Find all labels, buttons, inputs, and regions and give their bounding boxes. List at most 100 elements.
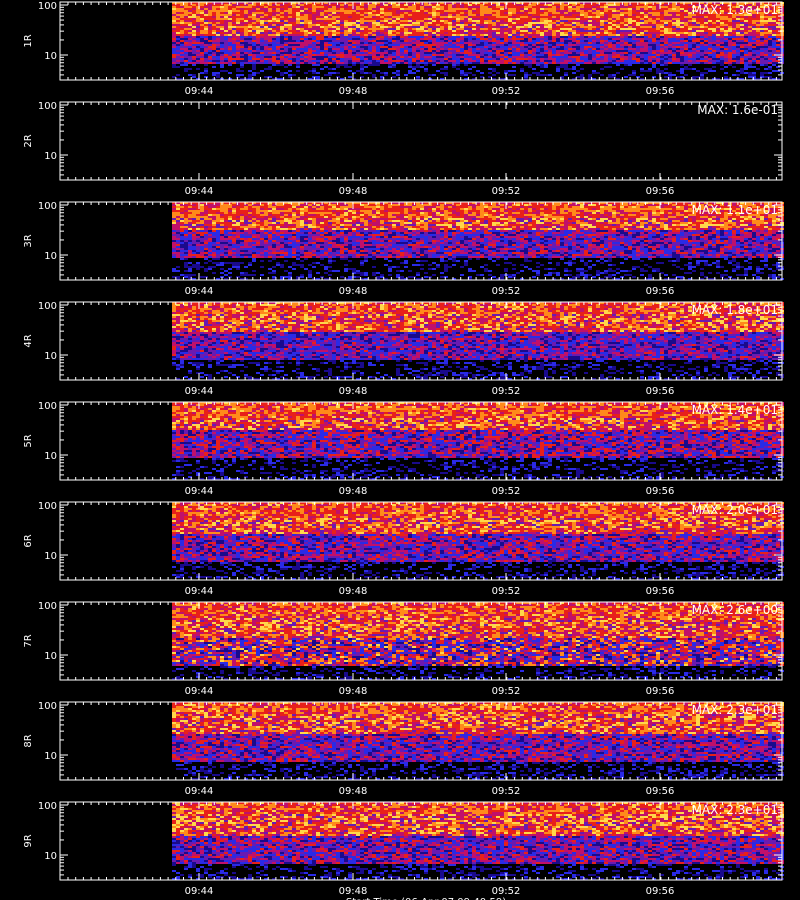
spectrogram-cell	[252, 62, 256, 64]
spectrogram-cell	[328, 24, 332, 26]
spectrogram-cell	[540, 70, 544, 72]
spectrogram-cell	[536, 42, 540, 44]
spectrogram-cell	[532, 60, 536, 62]
spectrogram-cell	[376, 10, 380, 12]
spectrogram-cell	[576, 24, 580, 26]
spectrogram-cell	[276, 10, 280, 12]
spectrogram-cell	[336, 50, 340, 52]
spectrogram-cell	[224, 26, 228, 28]
spectrogram-cell	[600, 50, 604, 52]
spectrogram-cell	[508, 50, 512, 52]
spectrogram-cell	[404, 60, 408, 62]
spectrogram-cell	[220, 12, 224, 14]
spectrogram-cell	[408, 22, 412, 24]
spectrogram-cell	[324, 60, 328, 62]
spectrogram-cell	[344, 26, 348, 28]
spectrogram-cell	[176, 34, 180, 36]
spectrogram-cell	[336, 38, 340, 40]
spectrogram-cell	[632, 70, 636, 72]
spectrogram-cell	[580, 8, 584, 10]
spectrogram-cell	[504, 22, 508, 24]
spectrogram-cell	[384, 44, 388, 46]
spectrogram-cell	[612, 62, 616, 64]
spectrogram-cell	[500, 10, 504, 12]
spectrogram-cell	[384, 60, 388, 62]
spectrogram-cell	[524, 50, 528, 52]
spectrogram-cell	[576, 54, 580, 56]
spectrogram-cell	[512, 66, 516, 68]
spectrogram-cell	[308, 48, 312, 50]
spectrogram-cell	[280, 60, 284, 62]
spectrogram-cell	[296, 42, 300, 44]
spectrogram-cell	[272, 14, 276, 16]
spectrogram-cell	[460, 74, 464, 76]
spectrogram-cell	[464, 54, 468, 56]
spectrogram-cell	[276, 28, 280, 30]
spectrogram-cell	[380, 42, 384, 44]
spectrogram-cell	[624, 26, 628, 28]
spectrogram-cell	[552, 6, 556, 8]
spectrogram-cell	[584, 50, 588, 52]
spectrogram-cell	[228, 50, 232, 52]
spectrogram-cell	[376, 36, 380, 38]
spectrogram-cell	[208, 50, 212, 52]
spectrogram-cell	[356, 18, 360, 20]
spectrogram-cell	[364, 14, 368, 16]
spectrogram-cell	[612, 44, 616, 46]
spectrogram-cell	[496, 62, 500, 64]
spectrogram-cell	[360, 64, 364, 66]
spectrogram-cell	[480, 22, 484, 24]
spectrogram-cell	[312, 6, 316, 8]
spectrogram-cell	[376, 58, 380, 60]
spectrogram-cell	[436, 34, 440, 36]
spectrogram-cell	[396, 74, 400, 76]
spectrogram-cell	[248, 58, 252, 60]
spectrogram-cell	[364, 38, 368, 40]
spectrogram-cell	[324, 4, 328, 6]
spectrogram-cell	[344, 28, 348, 30]
spectrogram-cell	[312, 24, 316, 26]
spectrogram-cell	[476, 26, 480, 28]
spectrogram-cell	[560, 12, 564, 14]
spectrogram-cell	[332, 12, 336, 14]
spectrogram-cell	[424, 20, 428, 22]
spectrogram-cell	[316, 8, 320, 10]
spectrogram-cell	[288, 60, 292, 62]
spectrogram-cell	[476, 50, 480, 52]
spectrogram-cell	[344, 64, 348, 66]
spectrogram-cell	[348, 46, 352, 48]
spectrogram-cell	[556, 58, 560, 60]
spectrogram-cell	[360, 22, 364, 24]
spectrogram-cell	[520, 22, 524, 24]
spectrogram-cell	[236, 18, 240, 20]
spectrogram-cell	[224, 56, 228, 58]
spectrogram-cell	[424, 38, 428, 40]
spectrogram-cell	[280, 40, 284, 42]
spectrogram-cell	[572, 68, 576, 70]
spectrogram-cell	[196, 14, 200, 16]
spectrogram-cell	[508, 58, 512, 60]
spectrogram-cell	[636, 40, 640, 42]
spectrogram-cell	[424, 68, 428, 70]
spectrogram-cell	[436, 26, 440, 28]
spectrogram-cell	[544, 36, 548, 38]
spectrogram-cell	[216, 6, 220, 8]
spectrogram-cell	[268, 12, 272, 14]
spectrogram-cell	[348, 26, 352, 28]
spectrogram-cell	[200, 28, 204, 30]
spectrogram-cell	[176, 26, 180, 28]
spectrogram-cell	[620, 12, 624, 14]
spectrogram-cell	[348, 44, 352, 46]
spectrogram-cell	[292, 60, 296, 62]
spectrogram-cell	[616, 48, 620, 50]
spectrogram-cell	[564, 10, 568, 12]
spectrogram-cell	[188, 6, 192, 8]
spectrogram-cell	[396, 12, 400, 14]
spectrogram-cell	[532, 30, 536, 32]
spectrogram-cell	[416, 70, 420, 72]
spectrogram-cell	[628, 26, 632, 28]
spectrogram-cell	[300, 28, 304, 30]
spectrogram-cell	[492, 54, 496, 56]
spectrogram-cell	[600, 38, 604, 40]
spectrogram-cell	[576, 22, 580, 24]
